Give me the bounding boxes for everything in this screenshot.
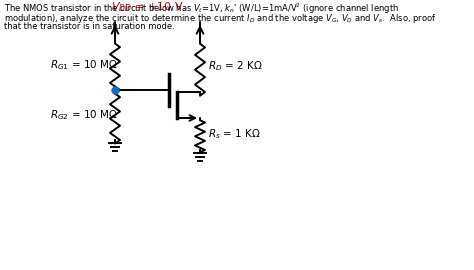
Text: $R_D$ = 2 KΩ: $R_D$ = 2 KΩ <box>208 59 263 73</box>
Text: $R_s$ = 1 KΩ: $R_s$ = 1 KΩ <box>208 127 261 141</box>
Text: $V_{DD}$ = +10 V: $V_{DD}$ = +10 V <box>111 0 184 14</box>
Text: $R_{G2}$ = 10 MΩ: $R_{G2}$ = 10 MΩ <box>50 108 118 122</box>
Text: modulation), analyze the circuit to determine the current $I_D$ and the voltage : modulation), analyze the circuit to dete… <box>4 12 437 25</box>
Text: that the transistor is in saturation mode.: that the transistor is in saturation mod… <box>4 22 175 31</box>
Text: The NMOS transistor in the circuit below has $V_t$=1V, $k_n$' (W/L)=1mA/V$^2$ (i: The NMOS transistor in the circuit below… <box>4 2 399 16</box>
Text: $R_{G1}$ = 10 MΩ: $R_{G1}$ = 10 MΩ <box>50 58 118 72</box>
